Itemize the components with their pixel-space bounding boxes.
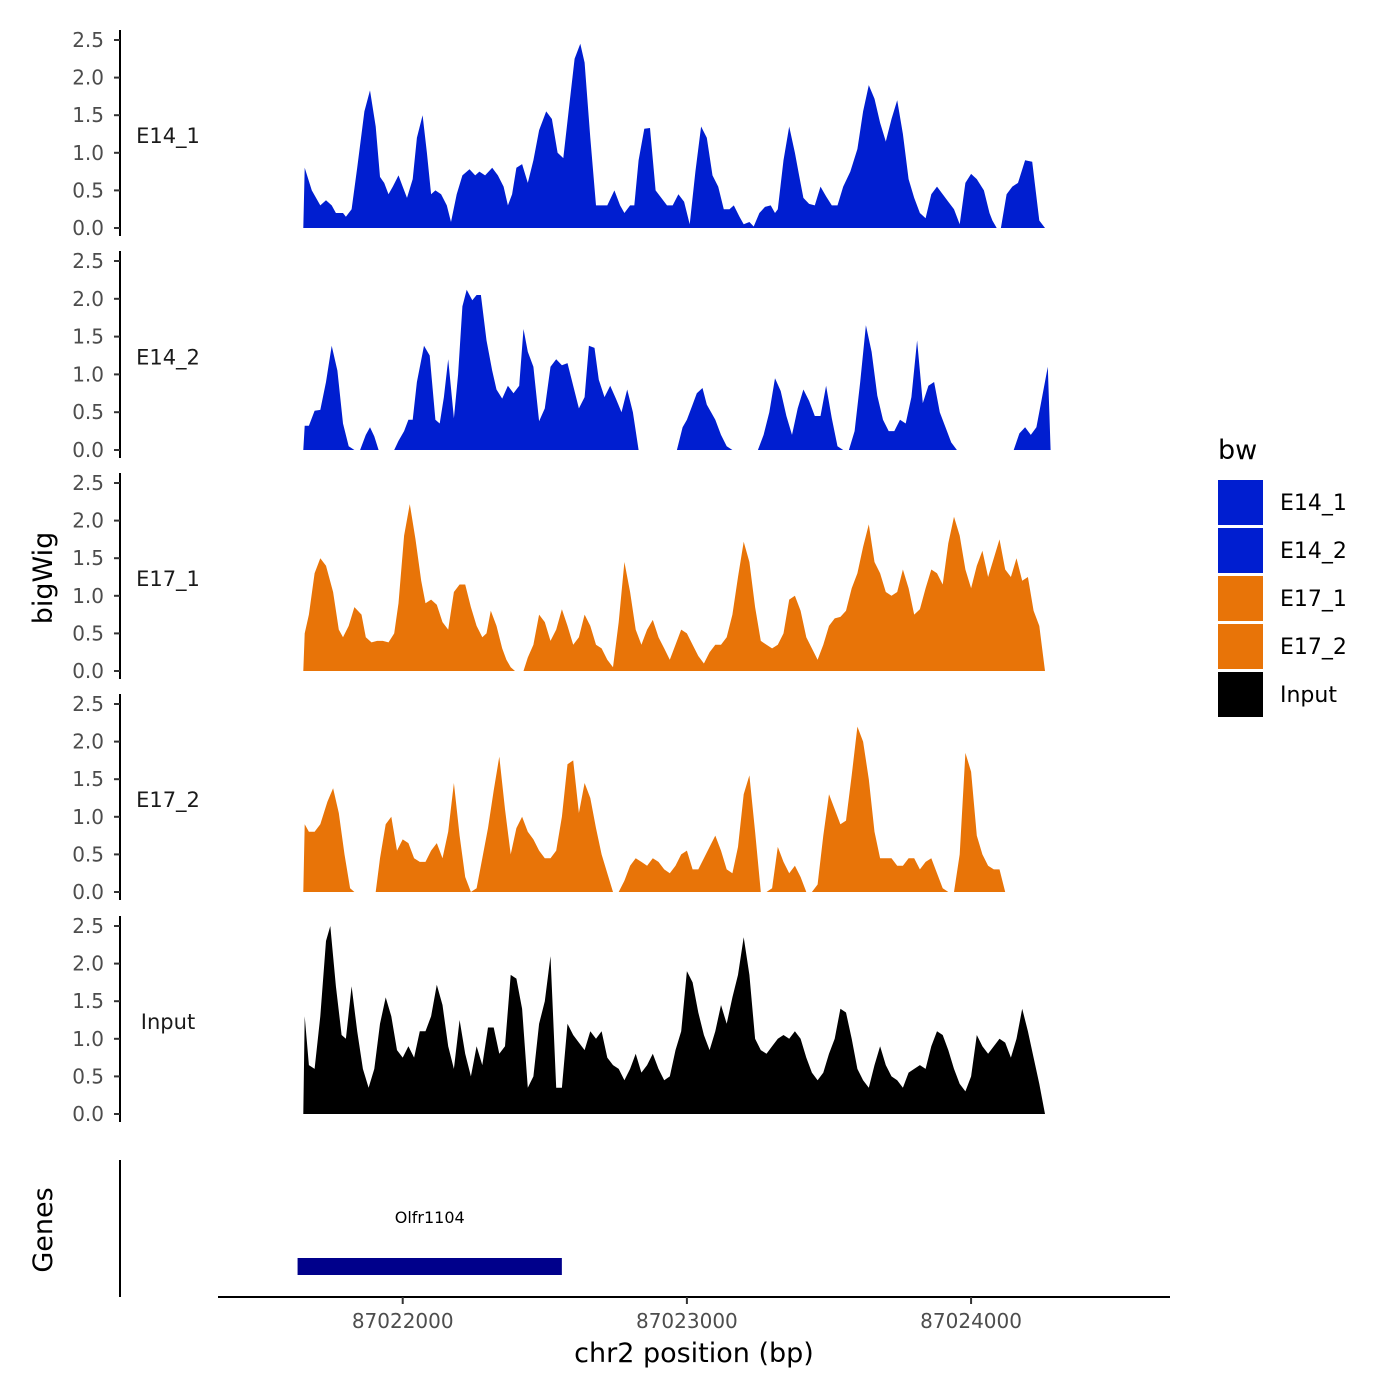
legend-entry-e14-2: E14_2 [1218, 528, 1347, 573]
y-tick-label: 2.0 [72, 952, 104, 976]
y-tick-label: 2.0 [72, 66, 104, 90]
track-label: E17_1 [136, 567, 200, 592]
y-tick-label: 1.0 [72, 805, 104, 829]
track-label: E14_2 [136, 346, 200, 371]
y-tick-label: 2.0 [72, 509, 104, 533]
x-axis-title: chr2 position (bp) [574, 1338, 814, 1369]
legend-label: E17_2 [1280, 635, 1347, 660]
legend-swatch [1218, 528, 1263, 573]
y-tick-label: 1.0 [72, 362, 104, 386]
y-tick-label: 2.5 [72, 28, 104, 52]
y-tick-label: 2.0 [72, 287, 104, 311]
legend-label: E14_2 [1280, 539, 1347, 564]
y-tick-label: 1.5 [72, 767, 104, 791]
y-tick-label: 0.5 [72, 1064, 104, 1088]
coverage-area [303, 43, 1045, 228]
legend-swatch [1218, 576, 1263, 621]
y-tick-label: 2.5 [72, 914, 104, 938]
y-tick-label: 2.0 [72, 730, 104, 754]
y-tick-label: 0.5 [72, 621, 104, 645]
legend-entry-e17-1: E17_1 [1218, 576, 1347, 621]
y-tick-label: 0.5 [72, 178, 104, 202]
y-tick-label: 1.5 [72, 103, 104, 127]
y-tick-label: 1.0 [72, 141, 104, 165]
y-tick-label: 1.5 [72, 325, 104, 349]
tracks-layer: 0.0 0.5 1.0 1.5 2.0 2.5 E14_1 0.0 0.5 1.0 1.5 2.0 2.… [72, 28, 1051, 1126]
legend-swatch [1218, 624, 1263, 669]
x-ticks: 87022000 87023000 87024000 [352, 1297, 1022, 1333]
y-axis-title: bigWig [28, 532, 59, 625]
track-label: E14_1 [136, 124, 200, 149]
legend-title: bw [1218, 435, 1257, 466]
y-tick-label: 2.5 [72, 692, 104, 716]
y-tick-label: 0.0 [72, 880, 104, 904]
track-label: E17_2 [136, 788, 200, 813]
track-input: 0.0 0.5 1.0 1.5 2.0 2.5 Input [72, 914, 1045, 1126]
legend-entry-input: Input [1218, 672, 1337, 717]
y-tick-label: 0.0 [72, 216, 104, 240]
y-tick-label: 2.5 [72, 249, 104, 273]
coverage-area [303, 289, 1051, 450]
coverage-area [303, 926, 1045, 1114]
track-e14-2: 0.0 0.5 1.0 1.5 2.0 2.5 E14_2 [72, 249, 1051, 462]
y-tick-label: 0.0 [72, 1102, 104, 1126]
legend-swatch [1218, 480, 1263, 525]
track-e17-2: 0.0 0.5 1.0 1.5 2.0 2.5 E17_2 [72, 692, 1006, 904]
y-tick-label: 1.5 [72, 546, 104, 570]
gene-label: Olfr1104 [395, 1208, 465, 1227]
legend-entry-e17-2: E17_2 [1218, 624, 1347, 669]
coverage-area [303, 504, 1045, 671]
legend-swatch [1218, 672, 1263, 717]
y-tick-label: 0.0 [72, 659, 104, 683]
y-tick-label: 2.5 [72, 471, 104, 495]
track-label: Input [141, 1010, 195, 1034]
genes-axis-title: Genes [28, 1187, 59, 1272]
y-tick-label: 0.5 [72, 842, 104, 866]
legend-entry-e14-1: E14_1 [1218, 480, 1347, 525]
x-tick-label: 87022000 [352, 1309, 454, 1333]
gene-olfr1104: Olfr1104 [297, 1208, 562, 1275]
legend-label: Input [1280, 683, 1337, 708]
genes-layer: Olfr1104 [119, 1160, 1170, 1298]
y-tick-label: 1.0 [72, 1027, 104, 1051]
track-e17-1: 0.0 0.5 1.0 1.5 2.0 2.5 E17_1 [72, 471, 1045, 683]
gene-body [297, 1258, 562, 1275]
coverage-area [303, 726, 1006, 892]
y-tick-label: 0.5 [72, 400, 104, 424]
legend: bw E14_1 E14_2 E17_1 E17_2 Input [1218, 435, 1347, 717]
y-tick-label: 0.0 [72, 438, 104, 462]
track-e14-1: 0.0 0.5 1.0 1.5 2.0 2.5 E14_1 [72, 28, 1045, 240]
y-tick-label: 1.0 [72, 584, 104, 608]
legend-label: E14_1 [1280, 491, 1347, 516]
legend-label: E17_1 [1280, 587, 1347, 612]
y-tick-label: 1.5 [72, 989, 104, 1013]
x-tick-label: 87024000 [920, 1309, 1022, 1333]
x-tick-label: 87023000 [636, 1309, 738, 1333]
